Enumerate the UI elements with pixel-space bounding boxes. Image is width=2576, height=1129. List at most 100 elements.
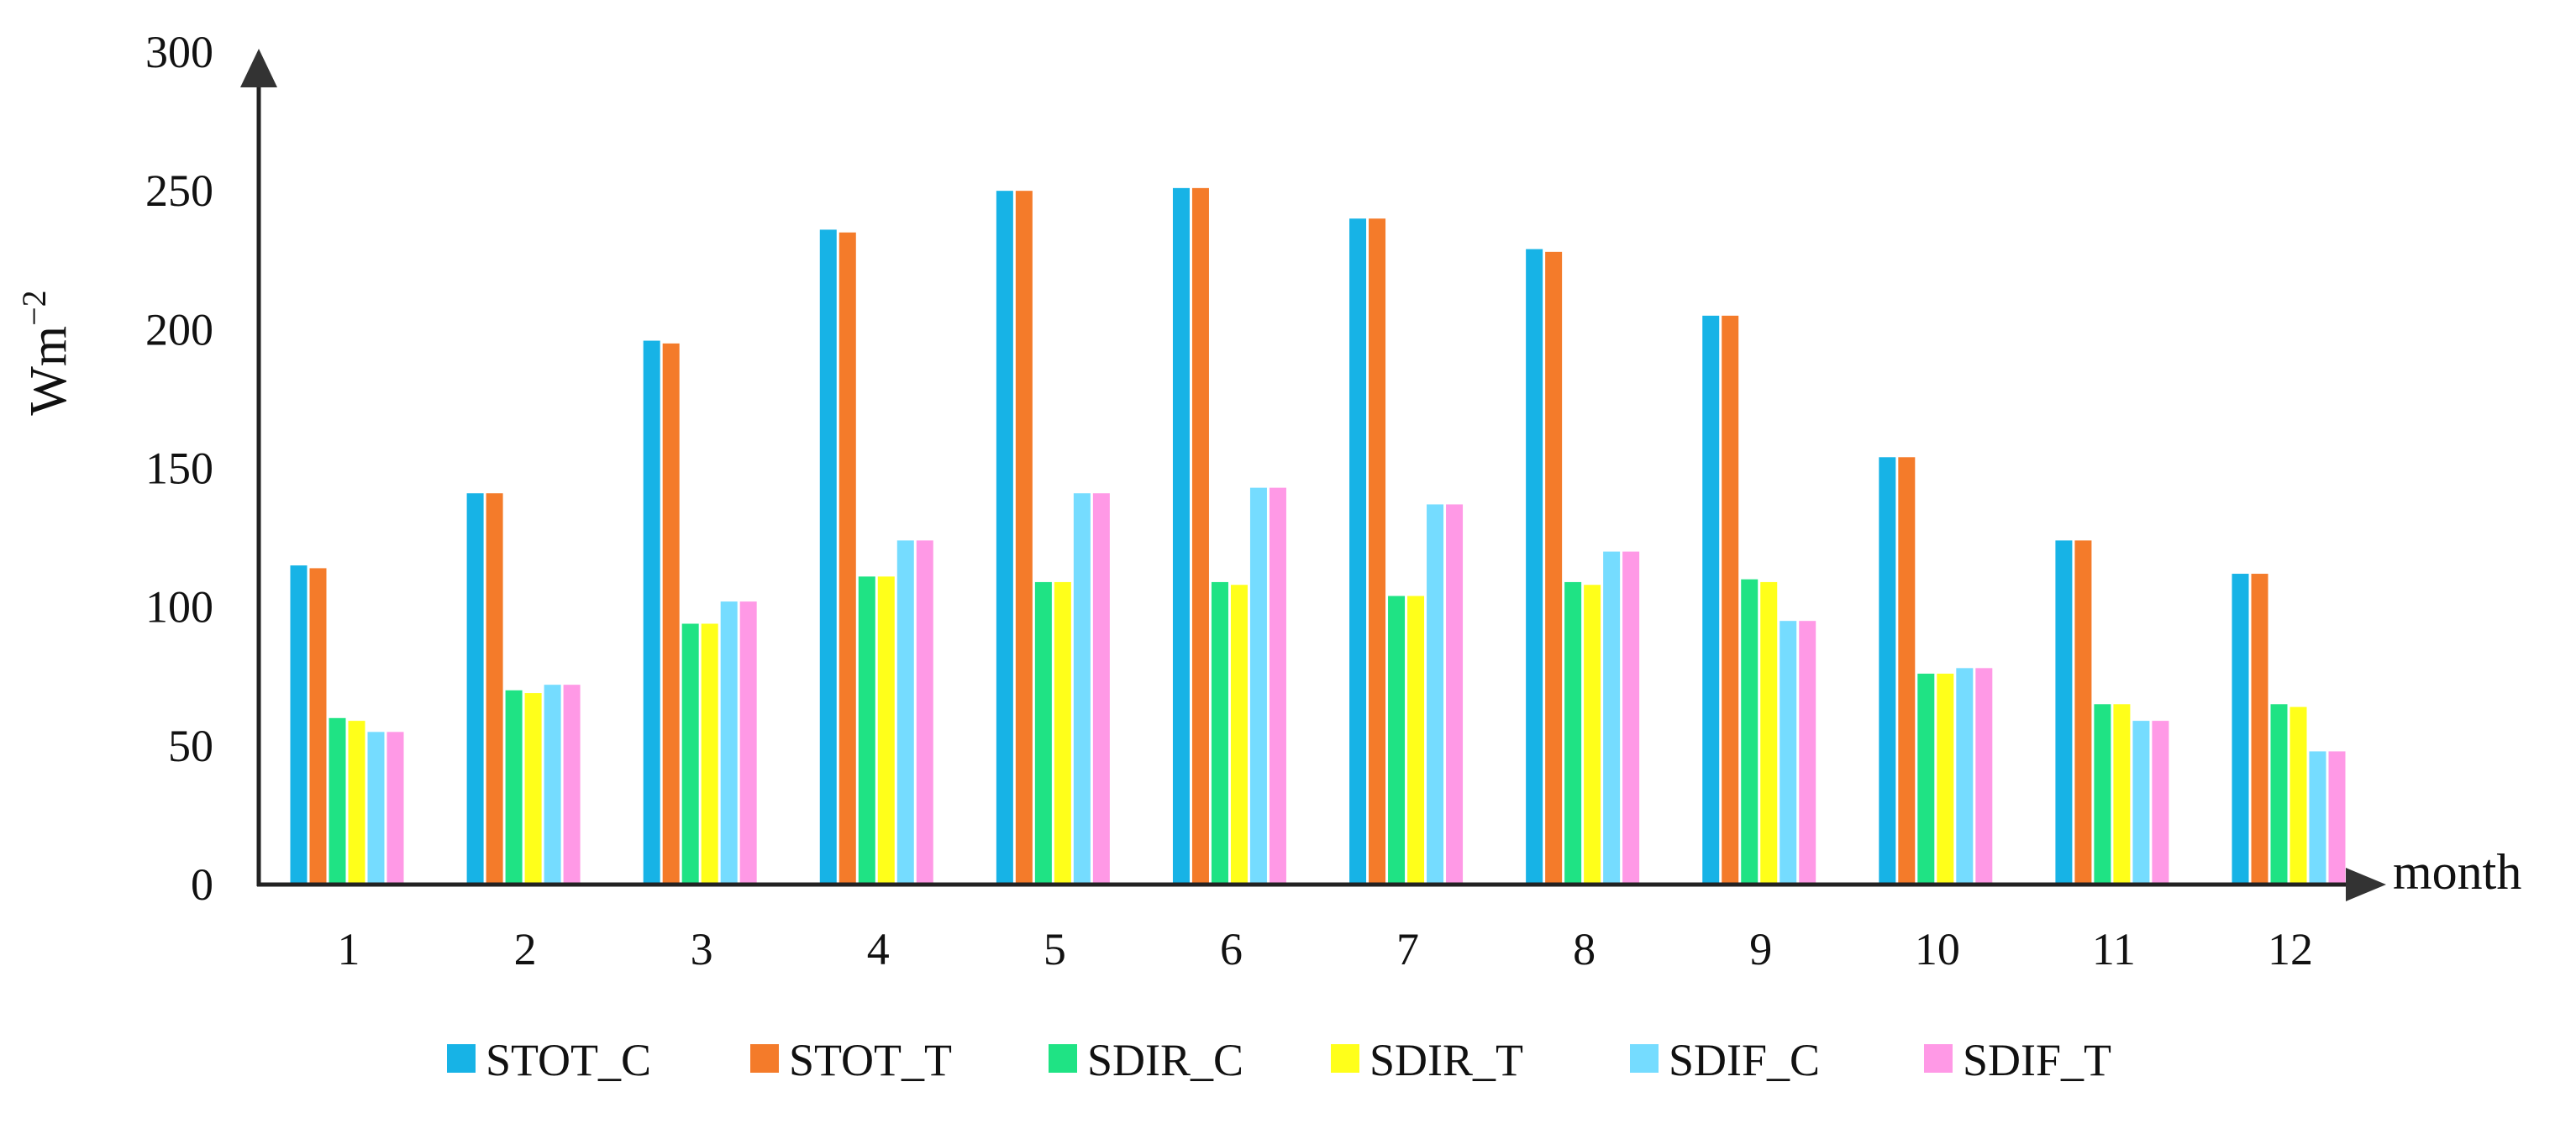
- bar-sdir-c-month-4: [858, 576, 875, 885]
- y-axis-label-superscript: −2: [15, 290, 53, 326]
- bar-sdif-t-month-7: [1446, 504, 1464, 885]
- bar-stot-t-month-1: [309, 568, 327, 885]
- bar-stot-c-month-12: [2232, 574, 2249, 885]
- bar-sdif-c-month-2: [544, 685, 561, 885]
- bar-sdif-t-month-5: [1092, 493, 1110, 885]
- legend-label-stot-c: STOT_C: [486, 1035, 651, 1085]
- legend-label-sdif-t: SDIF_T: [1963, 1035, 2111, 1085]
- bar-stot-c-month-1: [290, 565, 308, 885]
- legend-swatch-stot-c: [447, 1044, 476, 1073]
- bar-sdir-c-month-9: [1741, 579, 1759, 885]
- bar-sdif-c-month-8: [1603, 551, 1621, 885]
- x-tick-label: 6: [1220, 924, 1243, 974]
- bar-stot-t-month-6: [1191, 187, 1209, 885]
- bar-stot-c-month-2: [466, 493, 484, 885]
- bar-sdir-c-month-6: [1211, 581, 1228, 885]
- bar-sdir-t-month-1: [348, 721, 365, 885]
- legend-swatch-sdif-c: [1630, 1044, 1659, 1073]
- bar-sdif-t-month-4: [916, 540, 933, 885]
- y-tick-label: 200: [145, 304, 213, 354]
- y-tick-label: 100: [145, 582, 213, 633]
- bar-stot-c-month-4: [819, 229, 837, 885]
- bar-stot-t-month-2: [486, 493, 503, 885]
- y-axis-label-base: Wm: [20, 326, 77, 416]
- bar-sdif-c-month-6: [1249, 487, 1267, 885]
- x-tick-label: 1: [338, 924, 360, 974]
- bar-sdif-t-month-8: [1622, 551, 1640, 885]
- legend-swatch-stot-t: [750, 1044, 779, 1073]
- legend-label-sdir-c: SDIR_C: [1087, 1035, 1243, 1085]
- bar-sdir-c-month-2: [505, 690, 523, 885]
- bar-sdif-t-month-9: [1799, 621, 1816, 885]
- bar-stot-c-month-10: [1879, 457, 1896, 885]
- bar-sdir-t-month-6: [1230, 585, 1248, 885]
- y-tick-label: 0: [191, 859, 213, 910]
- legend-swatch-sdir-c: [1049, 1044, 1077, 1073]
- y-axis-label: Wm−2: [15, 290, 77, 415]
- x-tick-label: 8: [1573, 924, 1596, 974]
- bar-sdif-c-month-1: [367, 732, 385, 885]
- bar-sdir-t-month-10: [1937, 673, 1954, 885]
- y-tick-label: 50: [168, 721, 213, 771]
- bar-stot-c-month-11: [2055, 540, 2073, 885]
- bar-stot-c-month-9: [1702, 315, 1720, 885]
- bar-sdif-c-month-9: [1780, 621, 1797, 885]
- bar-sdif-c-month-11: [2132, 721, 2150, 885]
- bar-stot-t-month-11: [2074, 540, 2092, 885]
- y-axis-arrow-icon: [240, 49, 277, 87]
- legend: STOT_C STOT_T SDIR_C SDIR_T SDIF_C SDIF_T: [447, 1035, 2111, 1085]
- bar-stot-t-month-10: [1898, 457, 1916, 885]
- x-tick-label: 3: [691, 924, 713, 974]
- bar-stot-c-month-8: [1526, 249, 1543, 885]
- bar-sdif-t-month-2: [563, 685, 581, 885]
- bar-sdir-c-month-8: [1564, 581, 1582, 885]
- bar-sdir-t-month-8: [1584, 585, 1601, 885]
- bar-sdif-c-month-10: [1956, 668, 1974, 885]
- x-tick-label: 12: [2268, 924, 2313, 974]
- bar-stot-t-month-7: [1369, 218, 1386, 885]
- bar-sdir-t-month-4: [877, 576, 895, 885]
- bar-sdir-c-month-11: [2094, 704, 2111, 885]
- bar-sdif-t-month-1: [386, 732, 404, 885]
- bar-sdir-t-month-9: [1760, 581, 1778, 885]
- bar-sdif-c-month-7: [1427, 504, 1444, 885]
- x-tick-label: 11: [2092, 924, 2136, 974]
- bar-sdir-c-month-3: [681, 623, 699, 885]
- bar-sdir-t-month-3: [701, 623, 718, 885]
- bar-sdif-c-month-3: [720, 601, 738, 885]
- bar-stot-c-month-6: [1172, 187, 1190, 885]
- bar-sdif-c-month-12: [2309, 751, 2326, 885]
- legend-label-sdif-c: SDIF_C: [1669, 1035, 1820, 1085]
- x-axis-arrow-icon: [2346, 868, 2386, 901]
- bar-stot-t-month-3: [662, 343, 680, 885]
- legend-swatch-sdif-t: [1924, 1044, 1953, 1073]
- bar-sdir-t-month-12: [2289, 706, 2307, 885]
- bar-sdir-c-month-7: [1388, 596, 1406, 885]
- bar-sdif-t-month-3: [739, 601, 757, 885]
- x-axis-label: month: [2393, 844, 2521, 900]
- bar-stot-t-month-12: [2251, 574, 2268, 885]
- y-tick-label: 150: [145, 444, 213, 494]
- bar-sdir-c-month-5: [1034, 581, 1052, 885]
- bar-stot-c-month-5: [996, 191, 1013, 885]
- bar-sdir-c-month-10: [1917, 673, 1935, 885]
- x-tick-label: 9: [1749, 924, 1772, 974]
- bar-sdir-t-month-5: [1054, 581, 1071, 885]
- x-tick-label: 10: [1915, 924, 1960, 974]
- x-tick-label: 4: [867, 924, 890, 974]
- bar-sdir-c-month-1: [329, 717, 346, 885]
- bar-stot-t-month-4: [839, 232, 856, 885]
- x-tick-label: 2: [514, 924, 537, 974]
- bar-sdir-t-month-7: [1407, 596, 1425, 885]
- legend-label-stot-t: STOT_T: [789, 1035, 952, 1085]
- bar-stot-t-month-9: [1722, 315, 1739, 885]
- bar-stot-c-month-3: [643, 340, 660, 885]
- bar-stot-t-month-5: [1015, 191, 1033, 885]
- x-tick-label: 5: [1044, 924, 1066, 974]
- legend-label-sdir-t: SDIR_T: [1369, 1035, 1523, 1085]
- bar-sdif-t-month-10: [1975, 668, 1993, 885]
- bar-stot-t-month-8: [1545, 251, 1563, 885]
- bar-sdir-t-month-11: [2113, 704, 2131, 885]
- x-tick-label: 7: [1396, 924, 1419, 974]
- bar-sdif-c-month-4: [896, 540, 914, 885]
